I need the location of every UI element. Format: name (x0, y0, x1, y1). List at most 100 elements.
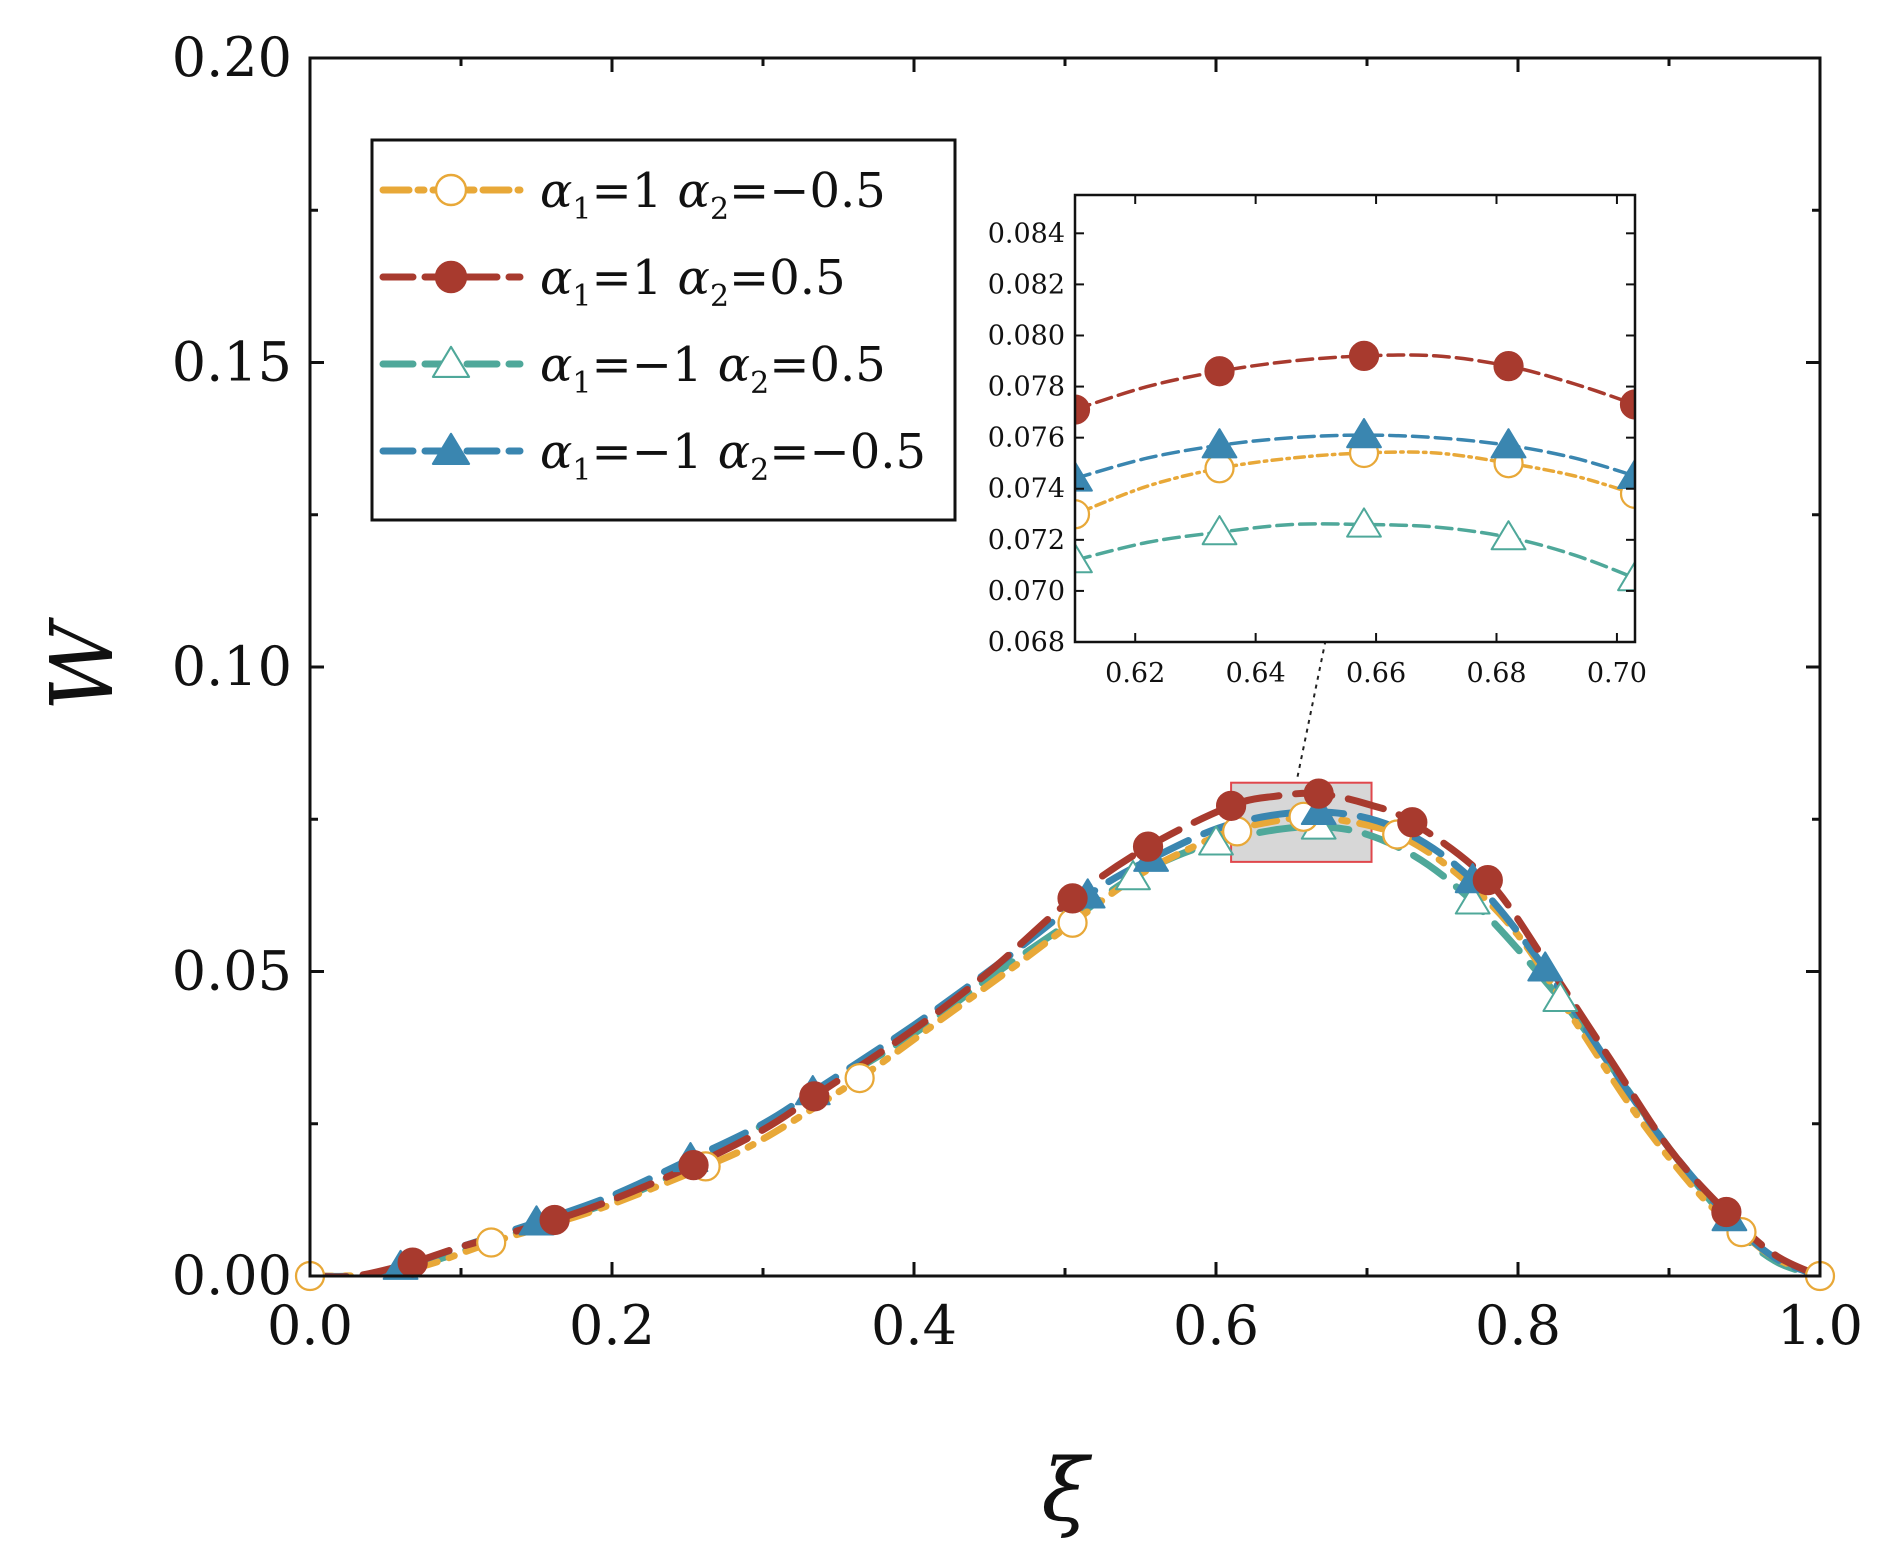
legend-label-part: 2 (710, 192, 729, 227)
series-2-marker-9 (1397, 807, 1428, 838)
legend-label-part: α (678, 163, 710, 219)
inset-series-3-marker-1 (1075, 543, 1093, 574)
x-tick-label: 0.2 (569, 1294, 655, 1357)
inset-y-tick-label: 0.074 (988, 474, 1065, 505)
inset-series-3-marker-5 (1617, 561, 1635, 592)
legend-entry-4: α1=−1 α2=−0.5 (379, 424, 926, 488)
x-axis-label: ξ (1041, 1441, 1092, 1541)
series-3-marker-5 (1542, 981, 1579, 1012)
series-1-marker-4 (844, 1062, 875, 1094)
inset-x-tick-label: 0.62 (1105, 658, 1165, 689)
series-line-2 (310, 789, 1820, 1276)
inset-series-2-marker-5 (1619, 389, 1635, 420)
legend-label-1: α1=1 α2=−0.5 (540, 163, 886, 227)
inset-series-3-marker-3 (1346, 507, 1382, 538)
legend-label-part: =1 (592, 250, 678, 306)
inset-series-2-marker-4 (1493, 351, 1524, 382)
legend-label-part: 2 (750, 366, 769, 401)
legend-entry-2: α1=1 α2=0.5 (379, 250, 846, 314)
legend-label-part: α (718, 337, 750, 393)
series-3-marker-2 (1198, 825, 1234, 856)
inset-y-tick-label: 0.082 (988, 269, 1065, 300)
x-tick-label: 0.8 (1475, 1294, 1561, 1357)
legend-label-part: 1 (572, 366, 591, 401)
legend-label-part: =1 (592, 163, 678, 219)
zoom-arrow (1296, 576, 1344, 777)
legend-label-part: =−0.5 (769, 424, 926, 480)
inset-y-tick-label: 0.076 (988, 423, 1065, 454)
series-2-marker-11 (1711, 1196, 1742, 1228)
series-1-marker-6 (1222, 816, 1253, 847)
inset-y-tick-label: 0.078 (988, 372, 1065, 403)
legend-label-part: =−1 (592, 424, 718, 480)
legend-marker-2 (434, 260, 468, 294)
inset-series-2-marker-1 (1075, 394, 1091, 425)
legend-entry-1: α1=1 α2=−0.5 (379, 163, 886, 227)
legend-label-part: 1 (572, 453, 591, 488)
series-2-marker-5 (1057, 883, 1088, 914)
legend-label-part: α (540, 163, 572, 219)
legend-marker-4 (431, 432, 471, 465)
inset-x-tick-label: 0.64 (1226, 658, 1286, 689)
inset-series-3-marker-2 (1201, 515, 1238, 546)
inset-x-tick-label: 0.68 (1466, 658, 1526, 689)
series-4-marker-9 (1527, 951, 1564, 982)
legend-label-part: =0.5 (769, 337, 886, 393)
inset-series-line-3 (1075, 522, 1635, 580)
inset-series-3-marker-4 (1490, 520, 1527, 551)
legend-label-part: α (540, 337, 572, 393)
inset-series-4-marker-3 (1346, 418, 1382, 449)
legend-label-part: α (540, 424, 572, 480)
legend-label-4: α1=−1 α2=−0.5 (540, 424, 926, 488)
series-2-marker-10 (1472, 865, 1503, 896)
y-tick-label: 0.20 (172, 26, 292, 89)
inset-y-tick-label: 0.084 (988, 218, 1065, 249)
legend-entry-3: α1=−1 α2=0.5 (379, 337, 886, 401)
legend-label-part: α (540, 250, 572, 306)
x-tick-label: 0.4 (871, 1294, 957, 1357)
y-tick-label: 0.10 (172, 635, 292, 698)
series-2-marker-6 (1132, 831, 1164, 862)
inset-y-tick-label: 0.068 (988, 627, 1065, 658)
legend-label-part: 2 (750, 453, 769, 488)
series-2-marker-4 (799, 1081, 830, 1112)
series-1-marker-2 (476, 1227, 507, 1258)
inset-y-tick-label: 0.070 (988, 576, 1065, 607)
legend-label-part: α (678, 250, 710, 306)
series-4-marker-7 (1300, 794, 1337, 825)
inset-series-4-marker-5 (1617, 458, 1635, 489)
inset-series-1-marker-1 (1075, 499, 1091, 530)
inset-curves (1075, 340, 1635, 592)
legend-label-3: α1=−1 α2=0.5 (540, 337, 886, 401)
inset-series-4-marker-2 (1201, 428, 1238, 459)
inset-x-tick-label: 0.66 (1346, 658, 1406, 689)
series-2-marker-8 (1303, 778, 1334, 809)
legend-label-part: α (718, 424, 750, 480)
inset-background (1075, 195, 1635, 642)
legend-label-part: =0.5 (729, 250, 846, 306)
legend-marker-3 (431, 345, 471, 378)
x-tick-label: 0.6 (1173, 1294, 1259, 1357)
inset-series-2-marker-2 (1204, 356, 1235, 387)
y-tick-label: 0.05 (172, 940, 292, 1003)
inset-series-line-4 (1075, 433, 1635, 481)
legend-label-2: α1=1 α2=0.5 (540, 250, 846, 314)
series-2-marker-7 (1215, 790, 1247, 821)
legend-box (370, 138, 957, 522)
inset-series-1-marker-2 (1204, 453, 1235, 484)
legend-label-part: 1 (572, 279, 591, 314)
inset-y-tick-label: 0.080 (988, 320, 1065, 351)
inset-series-4-marker-1 (1075, 461, 1093, 492)
series-2-marker-1 (397, 1247, 428, 1278)
inset-x-tick-label: 0.70 (1587, 658, 1647, 689)
inset-series-4-marker-4 (1490, 428, 1527, 459)
y-tick-label: 0.15 (172, 331, 292, 394)
legend-label-part: =−0.5 (729, 163, 886, 219)
series-3-marker-4 (1454, 884, 1491, 915)
legend-marker-1 (434, 173, 468, 207)
x-tick-label: 0.0 (267, 1294, 353, 1357)
inset-frame (1073, 193, 1637, 644)
y-axis-label: W (33, 616, 133, 711)
